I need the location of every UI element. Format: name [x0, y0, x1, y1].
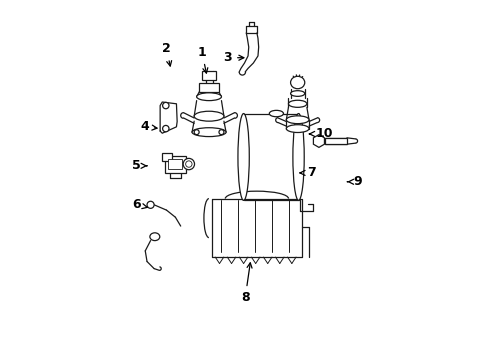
Ellipse shape — [269, 111, 283, 117]
Ellipse shape — [149, 233, 160, 240]
Bar — [199, 82, 218, 92]
Ellipse shape — [238, 113, 249, 201]
Bar — [201, 71, 216, 80]
Ellipse shape — [147, 201, 154, 208]
Ellipse shape — [194, 111, 224, 121]
Ellipse shape — [286, 125, 308, 132]
Ellipse shape — [163, 102, 169, 109]
Bar — [168, 159, 182, 169]
Text: 8: 8 — [241, 263, 251, 304]
Ellipse shape — [194, 130, 199, 135]
Ellipse shape — [185, 161, 192, 167]
Text: 3: 3 — [223, 51, 244, 64]
Text: 10: 10 — [308, 127, 332, 140]
Bar — [164, 156, 185, 172]
Ellipse shape — [286, 116, 308, 123]
Text: 2: 2 — [162, 42, 171, 66]
Ellipse shape — [163, 125, 169, 132]
Text: 7: 7 — [300, 166, 315, 179]
Ellipse shape — [292, 113, 304, 201]
Ellipse shape — [196, 93, 221, 100]
Text: 6: 6 — [132, 198, 147, 211]
Ellipse shape — [290, 91, 304, 96]
Text: 9: 9 — [346, 175, 361, 188]
Text: 4: 4 — [140, 120, 157, 133]
Ellipse shape — [219, 130, 224, 135]
Text: 5: 5 — [132, 159, 146, 172]
Ellipse shape — [288, 100, 306, 107]
Ellipse shape — [192, 128, 225, 136]
Bar — [325, 138, 346, 144]
Text: 1: 1 — [197, 46, 207, 73]
Ellipse shape — [290, 76, 304, 89]
Ellipse shape — [183, 158, 194, 170]
Polygon shape — [313, 135, 324, 147]
Bar — [162, 153, 172, 161]
